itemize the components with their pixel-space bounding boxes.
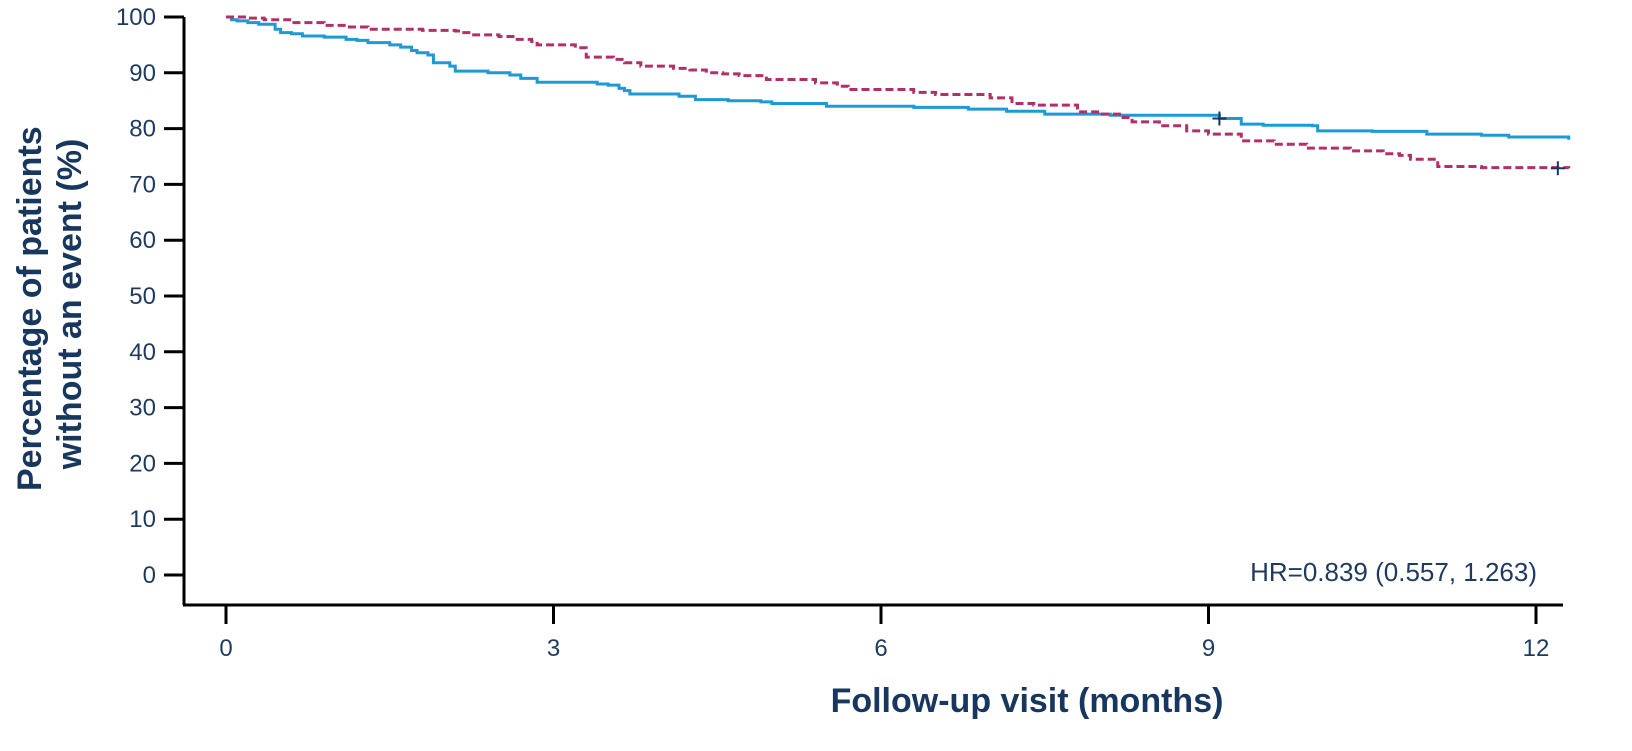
y-tick-label: 60 [129,227,156,254]
x-tick-label: 3 [547,635,560,662]
y-tick-label: 70 [129,171,156,198]
y-tick-label: 50 [129,283,156,310]
censor-mark [1550,161,1565,176]
x-tick-label: 9 [1202,635,1215,662]
y-tick-label: 30 [129,395,156,422]
survival-curves [226,15,1571,170]
y-axis-title: Percentage of patients without an event … [11,117,89,491]
series-line-1 [226,15,1571,140]
y-tick-label: 100 [116,4,156,31]
x-tick-label: 6 [874,635,887,662]
x-tick-label: 0 [219,635,232,662]
x-tick-label: 12 [1523,635,1550,662]
y-tick-label: 80 [129,116,156,143]
y-tick-label: 90 [129,60,156,87]
censor-marks [1212,111,1565,176]
y-tick-label: 0 [143,562,156,589]
hazard-ratio-annotation: HR=0.839 (0.557, 1.263) [1250,557,1537,587]
y-tick-label: 40 [129,339,156,366]
x-axis-title: Follow-up visit (months) [831,682,1224,720]
censor-mark [1212,111,1227,126]
axes [182,17,1563,607]
y-axis-title-line-1: Percentage of patients [11,126,49,491]
y-tick-label: 10 [129,506,156,533]
series-line-2 [226,15,1571,170]
y-ticks: 0 10 20 30 40 50 60 70 80 90 100 [116,4,184,589]
y-tick-label: 20 [129,450,156,477]
y-axis-title-line-2: without an event (%) [51,139,89,471]
x-ticks: 0 3 6 9 12 [219,605,1549,662]
